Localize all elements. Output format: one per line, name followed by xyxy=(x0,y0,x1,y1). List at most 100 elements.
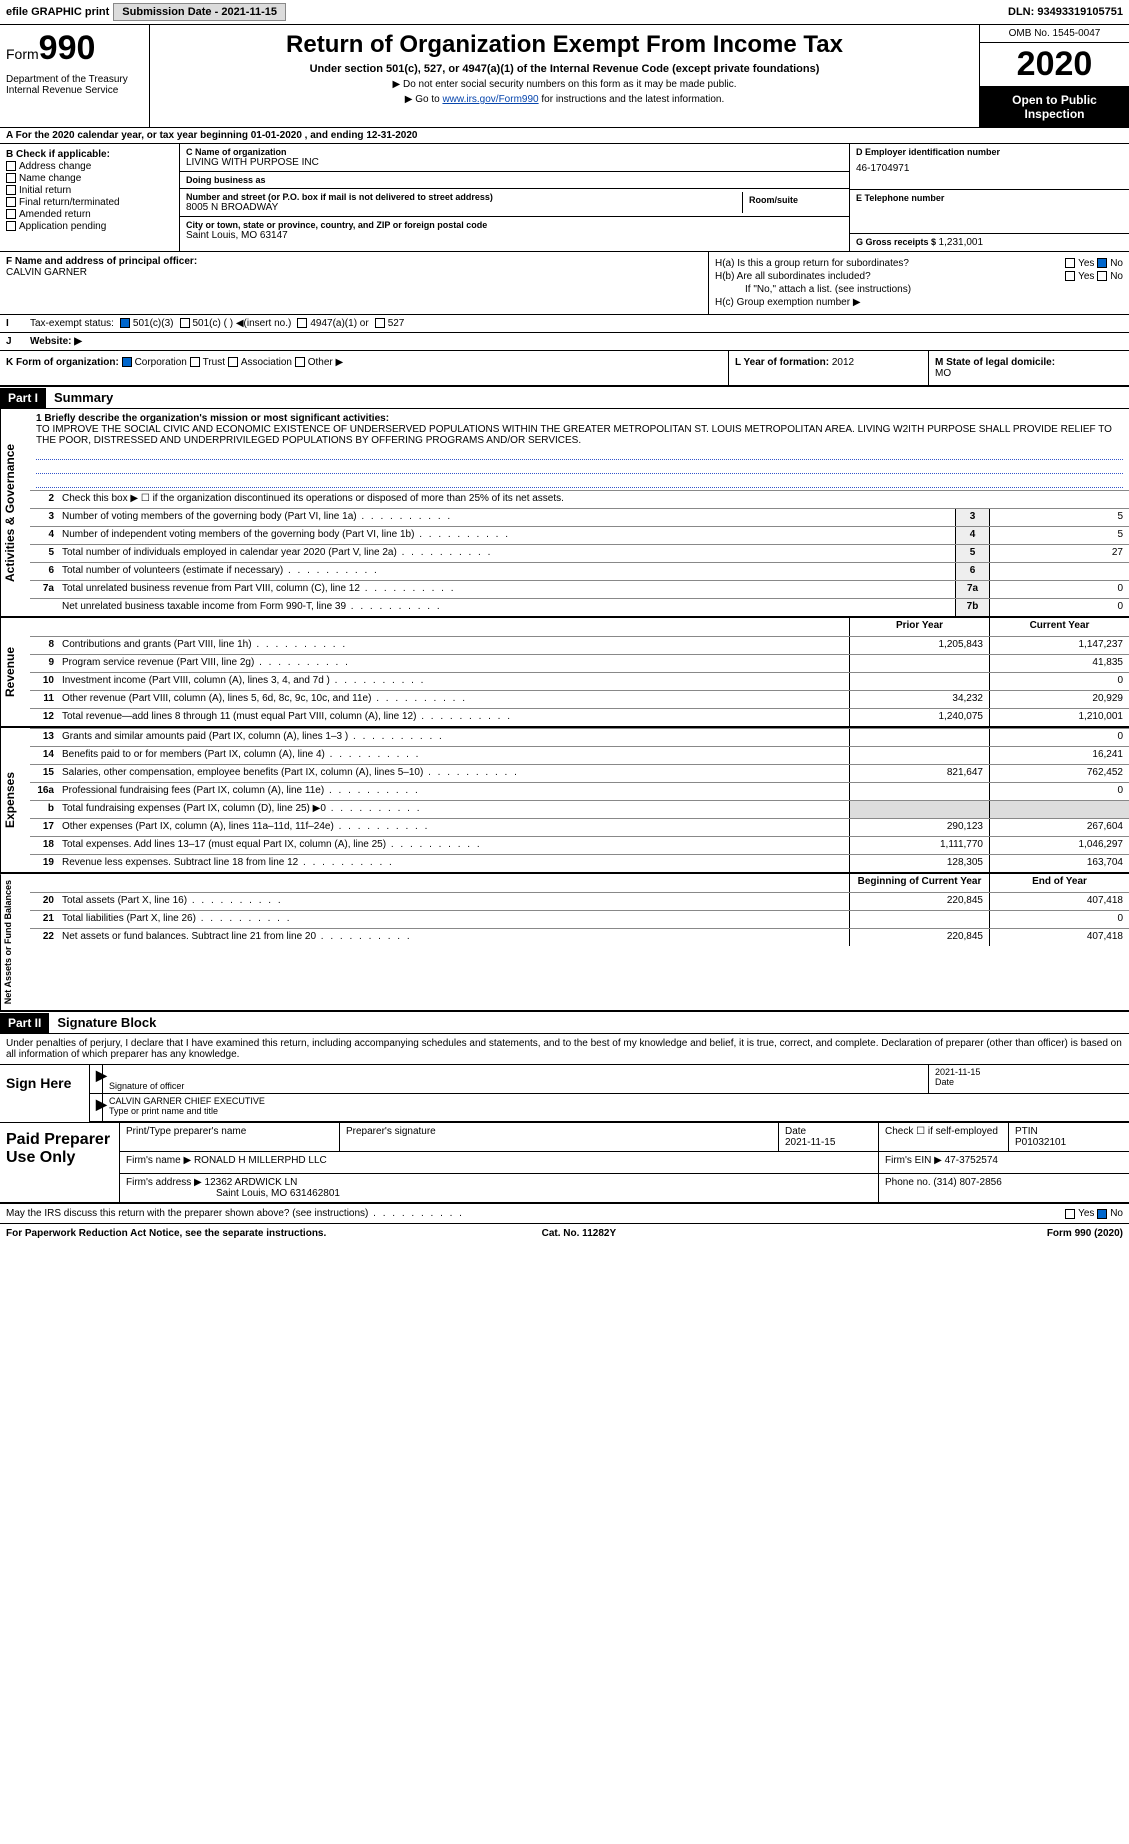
chk-initial-return[interactable]: Initial return xyxy=(6,185,173,196)
table-row: bTotal fundraising expenses (Part IX, co… xyxy=(30,800,1129,818)
prep-date: 2021-11-15 xyxy=(785,1137,872,1148)
efile-label: efile GRAPHIC print xyxy=(6,6,109,18)
part-ii-title: Signature Block xyxy=(49,1012,164,1033)
footer-mid: Cat. No. 11282Y xyxy=(542,1228,616,1239)
chk-discuss-yes[interactable] xyxy=(1065,1209,1075,1219)
website-label: Website: ▶ xyxy=(30,336,82,347)
table-row: 3Number of voting members of the governi… xyxy=(30,508,1129,526)
firm-addr-label: Firm's address ▶ xyxy=(126,1177,205,1188)
row-j: J Website: ▶ xyxy=(0,333,1129,351)
header-right: OMB No. 1545-0047 2020 Open to Public In… xyxy=(979,25,1129,127)
h-c: H(c) Group exemption number ▶ xyxy=(715,297,1123,308)
check-self-employed[interactable]: Check ☐ if self-employed xyxy=(879,1123,1009,1151)
form-note-1: ▶ Do not enter social security numbers o… xyxy=(156,79,973,90)
form-title: Return of Organization Exempt From Incom… xyxy=(156,31,973,59)
header-left: Form990 Department of the Treasury Inter… xyxy=(0,25,150,127)
sig-date-label: Date xyxy=(935,1077,1123,1087)
part-ii-header: Part II Signature Block xyxy=(0,1012,1129,1034)
table-row: Net unrelated business taxable income fr… xyxy=(30,598,1129,616)
footer-right: Form 990 (2020) xyxy=(1047,1228,1123,1239)
h-b: H(b) Are all subordinates included? Yes … xyxy=(715,271,1123,282)
prep-date-label: Date xyxy=(785,1126,872,1137)
col-begin-year: Beginning of Current Year xyxy=(849,874,989,892)
table-row: 12Total revenue—add lines 8 through 11 (… xyxy=(30,708,1129,726)
section-expenses: Expenses 13Grants and similar amounts pa… xyxy=(0,728,1129,874)
ein-value: 46-1704971 xyxy=(856,163,1123,174)
may-discuss-text: May the IRS discuss this return with the… xyxy=(6,1208,464,1219)
chk-association[interactable]: Association xyxy=(228,357,292,368)
chk-name-change[interactable]: Name change xyxy=(6,173,173,184)
firm-phone: (314) 807-2856 xyxy=(933,1177,1001,1188)
ptin-label: PTIN xyxy=(1015,1126,1123,1137)
section-activities: Activities & Governance 1 Briefly descri… xyxy=(0,409,1129,618)
table-row: 4Number of independent voting members of… xyxy=(30,526,1129,544)
table-row: 6Total number of volunteers (estimate if… xyxy=(30,562,1129,580)
street-label: Number and street (or P.O. box if mail i… xyxy=(186,192,742,202)
box-b-label: B Check if applicable: xyxy=(6,149,173,160)
chk-other[interactable]: Other ▶ xyxy=(295,357,343,368)
declaration-text: Under penalties of perjury, I declare th… xyxy=(0,1034,1129,1064)
row-f-h: F Name and address of principal officer:… xyxy=(0,252,1129,315)
prep-sig-label: Preparer's signature xyxy=(340,1123,779,1151)
box-b: B Check if applicable: Address change Na… xyxy=(0,144,180,251)
table-row: 13Grants and similar amounts paid (Part … xyxy=(30,728,1129,746)
table-row: 5Total number of individuals employed in… xyxy=(30,544,1129,562)
part-i-header: Part I Summary xyxy=(0,387,1129,409)
chk-501c3[interactable]: 501(c)(3) xyxy=(120,318,174,329)
tax-exempt-label: Tax-exempt status: xyxy=(30,318,114,329)
paid-preparer-block: Paid Preparer Use Only Print/Type prepar… xyxy=(0,1122,1129,1203)
box-d-e-g: D Employer identification number 46-1704… xyxy=(849,144,1129,251)
prep-name-label: Print/Type preparer's name xyxy=(126,1126,333,1137)
section-revenue: Revenue Prior Year Current Year 8Contrib… xyxy=(0,618,1129,728)
form-header: Form990 Department of the Treasury Inter… xyxy=(0,25,1129,128)
box-h: H(a) Is this a group return for subordin… xyxy=(709,252,1129,314)
ptin-value: P01032101 xyxy=(1015,1137,1123,1148)
chk-527[interactable]: 527 xyxy=(375,318,405,329)
box-k: K Form of organization: Corporation Trus… xyxy=(0,351,729,385)
officer-name-title: CALVIN GARNER CHIEF EXECUTIVE xyxy=(109,1096,1123,1106)
omb-number: OMB No. 1545-0047 xyxy=(980,25,1129,43)
dln: DLN: 93493319105751 xyxy=(1008,6,1123,18)
street-value: 8005 N BROADWAY xyxy=(186,202,742,213)
chk-application-pending[interactable]: Application pending xyxy=(6,221,173,232)
org-info-block: B Check if applicable: Address change Na… xyxy=(0,144,1129,252)
part-i-badge: Part I xyxy=(0,388,46,408)
chk-corporation[interactable]: Corporation xyxy=(122,357,187,368)
chk-address-change[interactable]: Address change xyxy=(6,161,173,172)
table-row: 11Other revenue (Part VIII, column (A), … xyxy=(30,690,1129,708)
box-f: F Name and address of principal officer:… xyxy=(0,252,709,314)
chk-discuss-no[interactable] xyxy=(1097,1209,1107,1219)
table-row: 19Revenue less expenses. Subtract line 1… xyxy=(30,854,1129,872)
gross-receipts-value: 1,231,001 xyxy=(939,237,984,248)
chk-501c[interactable]: 501(c) ( ) ◀(insert no.) xyxy=(180,318,292,329)
sig-officer-label: Signature of officer xyxy=(109,1081,922,1091)
box-c: C Name of organization LIVING WITH PURPO… xyxy=(180,144,849,251)
side-revenue: Revenue xyxy=(0,618,30,726)
period-row: A For the 2020 calendar year, or tax yea… xyxy=(0,128,1129,144)
chk-amended-return[interactable]: Amended return xyxy=(6,209,173,220)
table-row: 9Program service revenue (Part VIII, lin… xyxy=(30,654,1129,672)
dba-label: Doing business as xyxy=(186,175,843,185)
table-row: 8Contributions and grants (Part VIII, li… xyxy=(30,636,1129,654)
chk-final-return[interactable]: Final return/terminated xyxy=(6,197,173,208)
part-i-title: Summary xyxy=(46,387,121,408)
form990-link[interactable]: www.irs.gov/Form990 xyxy=(442,94,538,105)
department: Department of the Treasury Internal Reve… xyxy=(6,74,143,96)
col-end-year: End of Year xyxy=(989,874,1129,892)
side-expenses: Expenses xyxy=(0,728,30,872)
chk-trust[interactable]: Trust xyxy=(190,357,225,368)
submission-date-button[interactable]: Submission Date - 2021-11-15 xyxy=(113,3,286,21)
open-to-public: Open to Public Inspection xyxy=(980,87,1129,127)
table-row: 10Investment income (Part VIII, column (… xyxy=(30,672,1129,690)
firm-name-label: Firm's name ▶ xyxy=(126,1155,194,1166)
type-name-label: Type or print name and title xyxy=(109,1106,1123,1116)
form-number: Form990 xyxy=(6,29,143,68)
mission-line xyxy=(36,462,1123,474)
mission-line xyxy=(36,476,1123,488)
firm-name: RONALD H MILLERPHD LLC xyxy=(194,1155,327,1166)
box-m: M State of legal domicile: MO xyxy=(929,351,1129,385)
chk-4947[interactable]: 4947(a)(1) or xyxy=(297,318,368,329)
row-i: I Tax-exempt status: 501(c)(3) 501(c) ( … xyxy=(0,315,1129,333)
firm-addr: 12362 ARDWICK LN xyxy=(205,1177,298,1188)
tax-year: 2020 xyxy=(980,43,1129,87)
